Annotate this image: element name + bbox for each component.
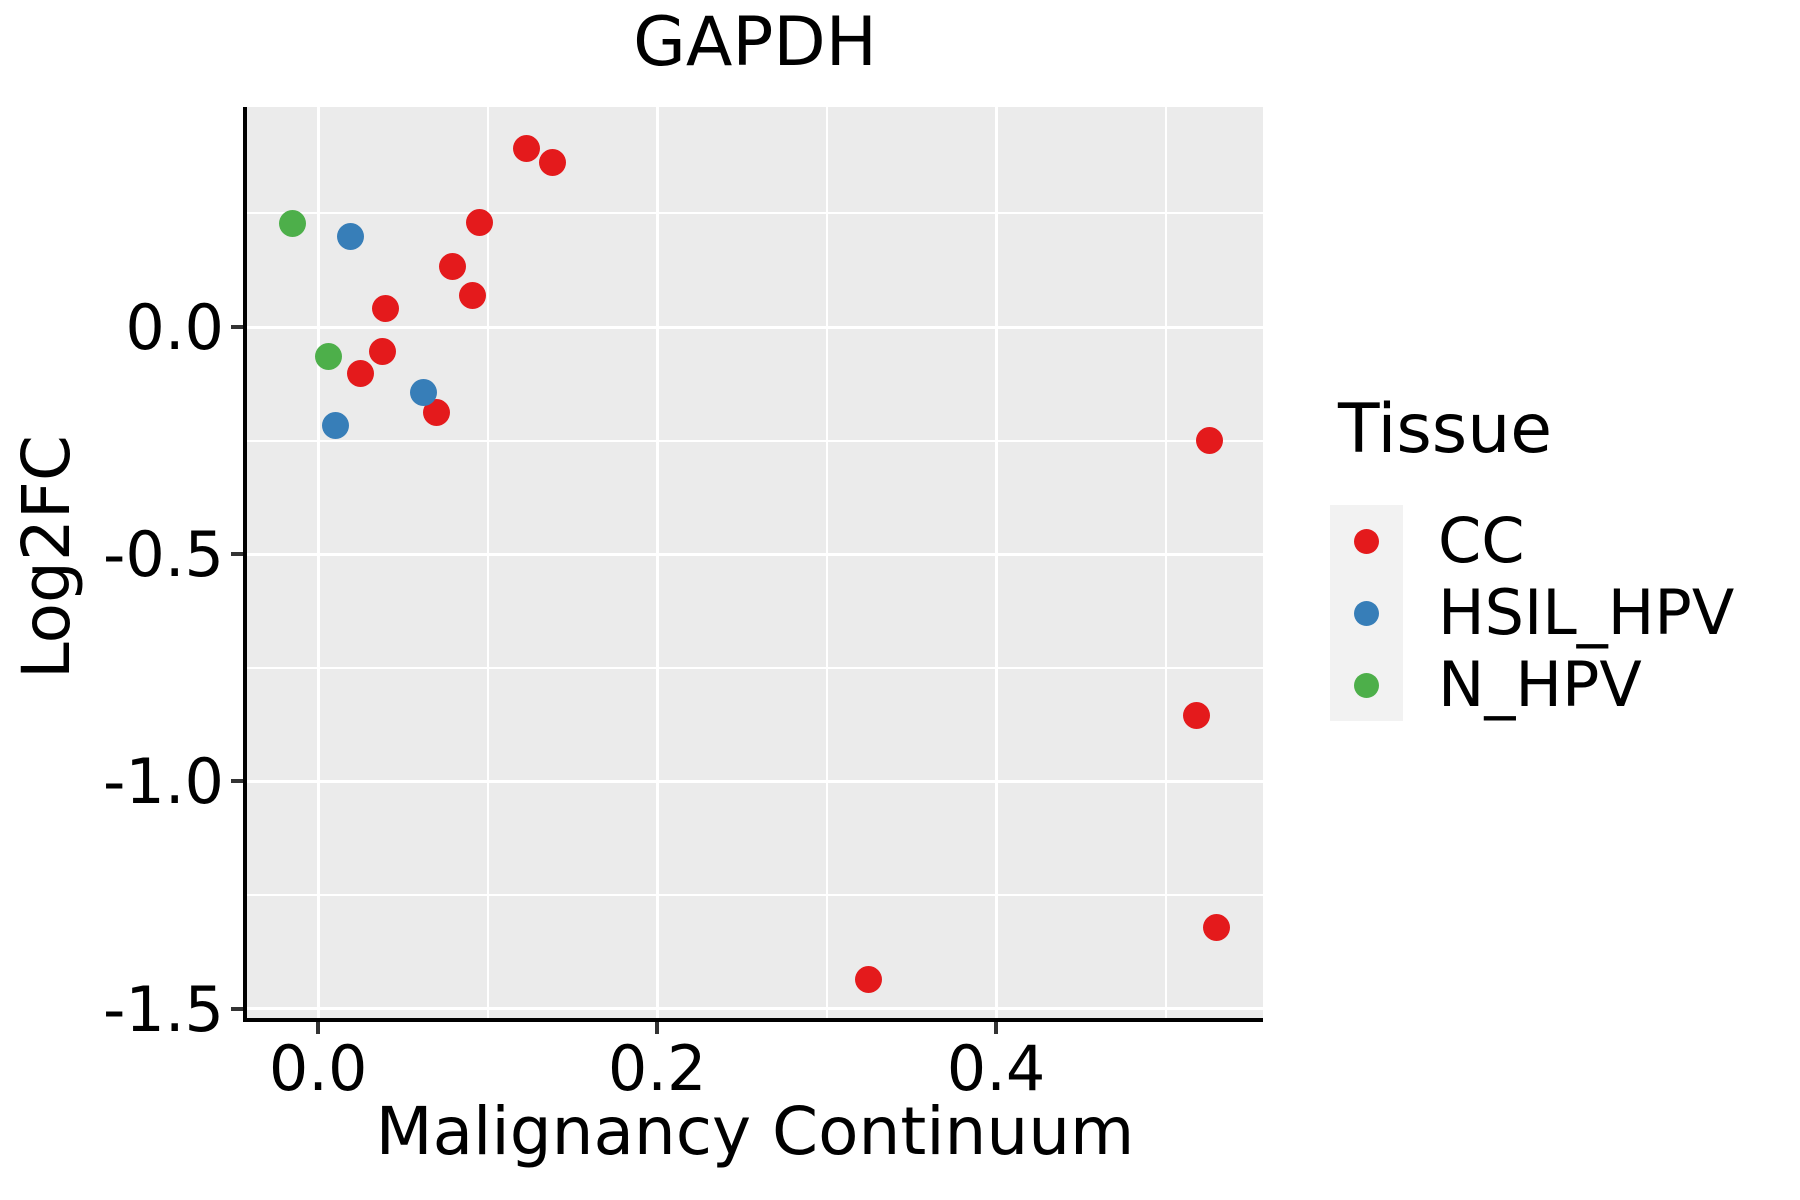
data-point-n_hpv	[279, 210, 307, 238]
y-tick-label: -1.5	[103, 972, 224, 1046]
data-point-hsil_hpv	[336, 222, 364, 250]
y-axis-label: Log2FC	[8, 435, 85, 679]
x-axis-label: Malignancy Continuum	[375, 1093, 1135, 1170]
y-tick-mark	[231, 552, 243, 557]
gridline-y-minor	[247, 666, 1263, 669]
gridline-y-major	[247, 779, 1263, 783]
x-tick-mark	[316, 1022, 321, 1034]
gridline-x-major	[655, 107, 659, 1020]
gridline-x-minor	[825, 107, 828, 1020]
x-tick-label: 0.0	[268, 1032, 368, 1105]
x-tick-mark	[994, 1022, 999, 1034]
legend-label-n_hpv: N_HPV	[1438, 648, 1642, 721]
gridline-y-minor	[247, 212, 1263, 215]
gridline-y-major	[247, 552, 1263, 556]
y-tick-label: -0.5	[103, 518, 224, 592]
gridline-x-major	[316, 107, 320, 1020]
gridline-x-minor	[486, 107, 489, 1020]
plot-panel	[247, 107, 1263, 1020]
x-axis-line	[243, 1018, 1263, 1022]
data-point-cc	[372, 295, 400, 323]
gridline-y-minor	[247, 894, 1263, 897]
x-tick-label: 0.2	[607, 1032, 707, 1105]
legend-dot-hsil_hpv	[1354, 600, 1379, 626]
data-point-cc	[1182, 702, 1210, 730]
data-point-hsil_hpv	[409, 378, 437, 406]
data-point-cc	[438, 252, 466, 280]
data-point-cc	[369, 337, 397, 365]
data-point-cc	[513, 135, 541, 163]
y-tick-mark	[231, 325, 243, 330]
legend-title: Tissue	[1338, 390, 1553, 469]
legend-label-hsil_hpv: HSIL_HPV	[1438, 576, 1735, 649]
gridline-y-major	[247, 325, 1263, 329]
x-tick-mark	[655, 1022, 660, 1034]
plot-title: GAPDH	[633, 3, 877, 82]
gridline-y-minor	[247, 439, 1263, 442]
data-point-cc	[1202, 913, 1230, 941]
legend-dot-cc	[1354, 528, 1379, 554]
data-point-cc	[855, 965, 883, 993]
legend-label-cc: CC	[1438, 504, 1525, 577]
data-point-n_hpv	[314, 342, 342, 370]
data-point-cc	[347, 360, 375, 388]
y-tick-label: -1.0	[103, 745, 224, 819]
gridline-x-minor	[1164, 107, 1167, 1020]
data-point-cc	[465, 209, 493, 237]
y-tick-mark	[231, 1006, 243, 1011]
gridline-x-major	[994, 107, 998, 1020]
legend-dot-n_hpv	[1354, 672, 1379, 698]
data-point-cc	[458, 281, 486, 309]
data-point-cc	[1196, 426, 1224, 454]
y-tick-mark	[231, 779, 243, 784]
data-point-hsil_hpv	[321, 411, 349, 439]
data-point-cc	[538, 149, 566, 177]
y-axis-line	[243, 107, 247, 1022]
x-tick-label: 0.4	[946, 1032, 1046, 1105]
gridline-y-major	[247, 1007, 1263, 1011]
y-tick-label: 0.0	[125, 291, 224, 365]
